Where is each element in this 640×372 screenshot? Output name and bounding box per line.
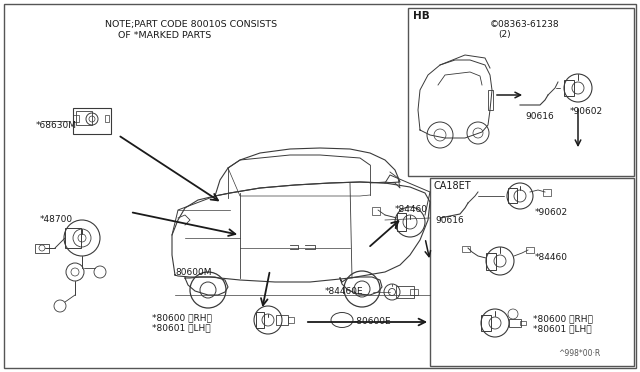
Bar	[372, 207, 380, 215]
Text: *80600 〈RH〉: *80600 〈RH〉	[533, 314, 593, 324]
Text: (2): (2)	[498, 30, 511, 39]
Bar	[462, 246, 470, 252]
Text: NOTE;PART CODE 80010S CONSISTS: NOTE;PART CODE 80010S CONSISTS	[105, 20, 277, 29]
Text: 90616: 90616	[435, 216, 464, 225]
Bar	[35, 244, 49, 253]
Bar	[73, 115, 79, 122]
Bar	[256, 312, 264, 328]
Text: HB: HB	[413, 11, 429, 21]
Text: *84460: *84460	[395, 205, 428, 214]
Text: *84460E: *84460E	[325, 288, 364, 296]
Bar	[526, 247, 534, 253]
Bar	[105, 115, 109, 122]
Bar	[564, 80, 574, 96]
Text: 80600M: 80600M	[175, 268, 211, 277]
Text: *90602: *90602	[570, 107, 603, 116]
Text: OF *MARKED PARTS: OF *MARKED PARTS	[118, 31, 211, 40]
Text: *80600 〈RH〉: *80600 〈RH〉	[152, 313, 212, 322]
Bar	[396, 286, 414, 298]
Bar	[276, 315, 288, 325]
Text: 90616: 90616	[525, 112, 554, 121]
Text: -80600E: -80600E	[354, 317, 392, 326]
Bar	[486, 253, 496, 270]
Bar	[73, 108, 111, 134]
Text: CA18ET: CA18ET	[434, 181, 472, 191]
Bar	[397, 213, 406, 231]
Text: *84460: *84460	[535, 253, 568, 263]
Bar	[288, 317, 294, 323]
Bar	[488, 90, 493, 110]
Bar	[509, 319, 521, 327]
Bar	[520, 321, 526, 325]
Text: *68630M: *68630M	[36, 121, 77, 129]
Text: *80601 〈LH〉: *80601 〈LH〉	[533, 324, 591, 334]
Bar	[508, 188, 517, 203]
Text: ©08363-61238: ©08363-61238	[490, 20, 559, 29]
Bar	[481, 315, 491, 331]
Text: *48700: *48700	[40, 215, 73, 224]
Bar	[76, 111, 92, 125]
Bar	[408, 8, 634, 176]
Bar	[410, 289, 418, 295]
Text: *90602: *90602	[535, 208, 568, 217]
Bar	[65, 228, 81, 248]
Text: ^998*00·R: ^998*00·R	[557, 349, 600, 358]
Bar	[543, 189, 551, 196]
Bar	[430, 178, 634, 366]
Text: *80601 〈LH〉: *80601 〈LH〉	[152, 323, 211, 332]
